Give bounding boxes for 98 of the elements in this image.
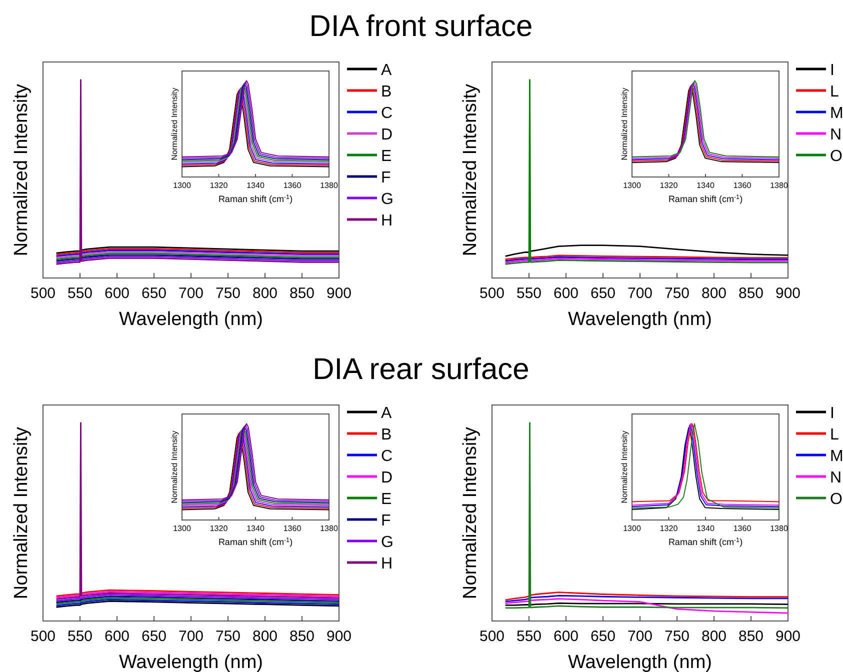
x-axis-title: Raman shift (cm$^{-1}$) xyxy=(218,194,293,204)
legend-label: E xyxy=(381,491,392,508)
legend-label: F xyxy=(381,170,391,186)
x-axis-title: Wavelength (nm) xyxy=(568,309,712,330)
legend-label: F xyxy=(381,512,391,530)
legend-label: D xyxy=(381,470,393,486)
x-tick-label: 850 xyxy=(738,628,764,645)
legend-label: O xyxy=(830,148,842,165)
x-axis-title: Raman shift (cm$^{-1}$) xyxy=(218,536,293,547)
x-tick-label: 550 xyxy=(516,285,542,302)
x-tick-label: 900 xyxy=(326,628,352,645)
y-axis-title: Normalized Intensity xyxy=(460,83,481,256)
x-tick-label: 1300 xyxy=(623,524,642,533)
x-tick-label: 550 xyxy=(516,628,542,645)
x-tick-label: 750 xyxy=(664,285,690,302)
x-tick-label: 1340 xyxy=(246,524,265,533)
x-tick-label: 700 xyxy=(627,628,653,645)
x-axis-title: Wavelength (nm) xyxy=(119,652,263,672)
y-axis-title: Normalized Intensity xyxy=(11,426,32,600)
legend-label: L xyxy=(830,84,839,100)
x-tick-label: 650 xyxy=(590,285,616,302)
y-axis-title: Normalized Intensity xyxy=(620,430,629,504)
x-tick-label: 850 xyxy=(289,285,315,302)
x-tick-label: 750 xyxy=(664,628,690,645)
legend-label: I xyxy=(830,405,834,422)
legend-label: B xyxy=(381,84,392,100)
legend-label: G xyxy=(381,534,394,551)
legend-label: D xyxy=(381,126,393,144)
legend-label: N xyxy=(830,126,842,144)
x-tick-label: 1300 xyxy=(623,181,642,190)
x-tick-label: 600 xyxy=(104,628,130,645)
y-axis-title: Normalized Intensity xyxy=(170,430,179,504)
x-tick-label: 650 xyxy=(141,285,167,302)
x-tick-label: 1340 xyxy=(696,524,715,533)
x-tick-label: 800 xyxy=(701,628,727,645)
x-tick-label: 600 xyxy=(553,285,579,302)
legend-label: H xyxy=(381,556,393,572)
x-tick-label: 1320 xyxy=(660,524,678,533)
x-tick-label: 500 xyxy=(30,285,56,302)
x-tick-label: 600 xyxy=(553,628,579,645)
y-axis-title: Normalized Intensity xyxy=(11,83,32,256)
x-tick-label: 1320 xyxy=(660,181,678,190)
legend-label: C xyxy=(381,448,393,465)
legend-label: N xyxy=(830,470,842,486)
x-tick-label: 500 xyxy=(30,628,56,645)
text: DIA rear surface xyxy=(312,353,530,386)
legend-label: G xyxy=(381,191,394,208)
x-tick-label: 900 xyxy=(775,285,801,302)
x-tick-label: 1360 xyxy=(283,181,302,190)
y-axis-title: Normalized Intensity xyxy=(170,88,179,160)
x-tick-label: 650 xyxy=(590,628,616,645)
legend-label: E xyxy=(381,148,392,165)
x-tick-label: 1300 xyxy=(173,181,192,190)
x-axis-title: Raman shift (cm$^{-1}$) xyxy=(668,536,743,547)
x-tick-label: 850 xyxy=(738,285,764,302)
legend-label: L xyxy=(830,426,839,444)
legend-label: M xyxy=(830,105,843,122)
x-tick-label: 1320 xyxy=(210,524,228,533)
x-axis-title: Raman shift (cm$^{-1}$) xyxy=(668,194,743,204)
x-tick-label: 1300 xyxy=(173,524,192,533)
legend-label: A xyxy=(381,405,392,422)
legend-label: B xyxy=(381,426,392,444)
legend-label: C xyxy=(381,105,393,122)
x-tick-label: 1380 xyxy=(320,524,338,533)
x-tick-label: 850 xyxy=(289,628,315,645)
x-tick-label: 500 xyxy=(479,285,505,302)
legend-label: M xyxy=(830,448,843,465)
x-tick-label: 800 xyxy=(252,628,278,645)
legend-label: I xyxy=(830,62,834,79)
legend-label: H xyxy=(381,212,393,230)
x-tick-label: 550 xyxy=(67,628,93,645)
x-tick-label: 600 xyxy=(104,285,130,302)
x-tick-label: 750 xyxy=(215,285,241,302)
x-tick-label: 700 xyxy=(178,285,204,302)
x-axis-title: Wavelength (nm) xyxy=(119,309,263,330)
x-tick-label: 1340 xyxy=(246,181,265,190)
legend-label: O xyxy=(830,491,842,508)
x-tick-label: 800 xyxy=(701,285,727,302)
x-tick-label: 1360 xyxy=(283,524,302,533)
text: DIA front surface xyxy=(309,10,533,43)
x-tick-label: 650 xyxy=(141,628,167,645)
x-tick-label: 1320 xyxy=(210,181,228,190)
x-tick-label: 900 xyxy=(326,285,352,302)
x-tick-label: 500 xyxy=(479,628,505,645)
x-tick-label: 1340 xyxy=(696,181,715,190)
x-tick-label: 550 xyxy=(67,285,93,302)
legend-label: A xyxy=(381,62,392,79)
x-tick-label: 700 xyxy=(627,285,653,302)
x-tick-label: 700 xyxy=(178,628,204,645)
y-axis-title: Normalized Intensity xyxy=(620,88,629,160)
x-tick-label: 1360 xyxy=(733,181,752,190)
x-axis-title: Wavelength (nm) xyxy=(568,652,712,672)
y-axis-title: Normalized Intensity xyxy=(460,426,481,600)
x-tick-label: 900 xyxy=(775,628,801,645)
x-tick-label: 750 xyxy=(215,628,241,645)
x-tick-label: 1380 xyxy=(320,181,338,190)
x-tick-label: 1360 xyxy=(733,524,752,533)
x-tick-label: 800 xyxy=(252,285,278,302)
